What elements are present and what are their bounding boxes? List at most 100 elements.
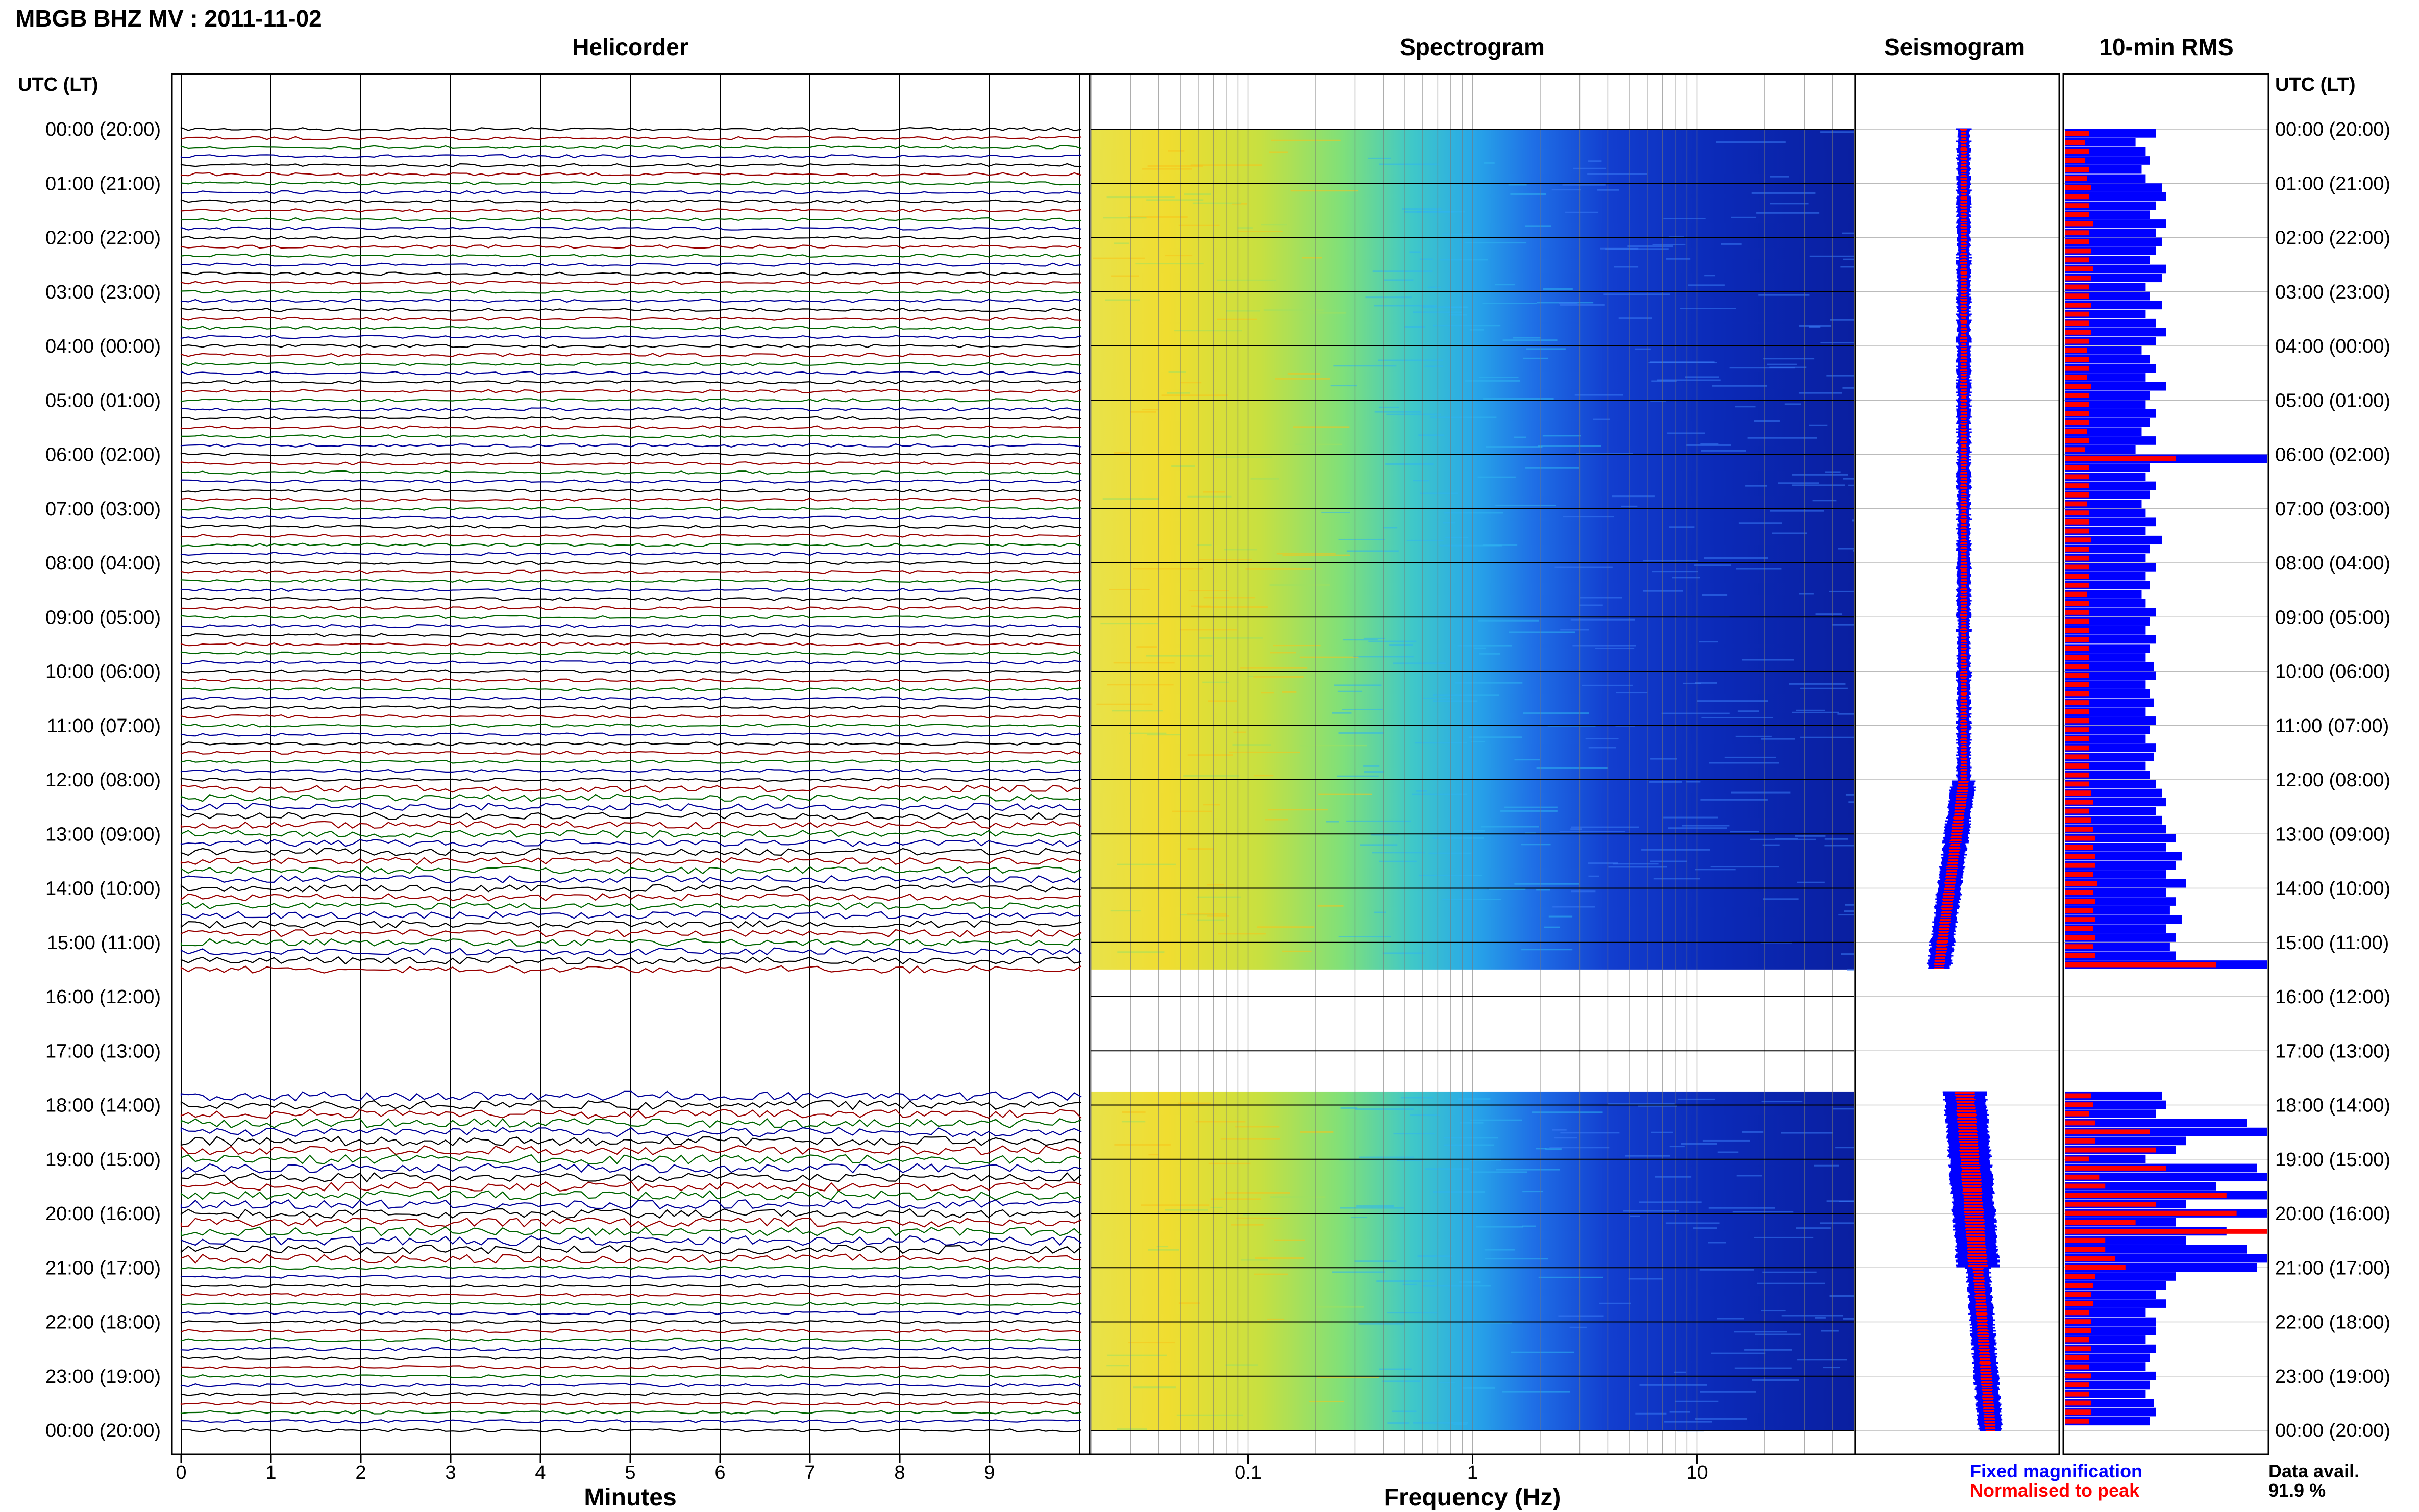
- spectrogram-streak: [1174, 330, 1242, 331]
- rms-bar-normalised: [2065, 746, 2089, 751]
- spectrogram-streak: [1300, 745, 1367, 746]
- spectrogram-tick-label: 10: [1686, 1462, 1708, 1483]
- spectrogram-streak: [1792, 474, 1848, 476]
- spectrogram-streak: [1109, 589, 1149, 590]
- spectrogram-streak: [1702, 594, 1727, 596]
- spectrogram-streak: [1708, 1242, 1726, 1243]
- spectrogram-streak: [1543, 435, 1581, 436]
- spectrogram-streak: [1589, 747, 1616, 748]
- spectrogram-streak: [1839, 1201, 1854, 1202]
- rms-bar-normalised: [2065, 1184, 2105, 1189]
- spectrogram-streak: [1112, 710, 1163, 711]
- spectrogram-streak: [1755, 1334, 1801, 1335]
- rms-bar-normalised: [2065, 673, 2089, 678]
- rms-bar-normalised: [2065, 1102, 2093, 1107]
- spectrogram-streak: [1282, 691, 1297, 693]
- spectrogram-streak: [1674, 1372, 1686, 1373]
- spectrogram-streak: [1203, 804, 1220, 805]
- spectrogram-streak: [1270, 584, 1330, 586]
- spectrogram-streak: [1558, 1315, 1603, 1317]
- spectrogram-streak: [1379, 1369, 1412, 1370]
- rms-bar-normalised: [2065, 773, 2089, 778]
- rms-bar-normalised: [2065, 456, 2176, 461]
- spectrogram-streak: [1525, 467, 1579, 469]
- spectrogram-streak: [1277, 553, 1336, 554]
- spectrogram-streak: [1455, 682, 1523, 684]
- spectrogram-streak: [1657, 379, 1720, 381]
- time-label-right: 00:00 (20:00): [2275, 1420, 2390, 1442]
- spectrogram-streak: [1752, 192, 1816, 194]
- rms-bar-normalised: [2065, 529, 2089, 534]
- time-label-left: 19:00 (15:00): [45, 1149, 161, 1171]
- spectrogram-streak: [1105, 299, 1140, 301]
- spectrogram-streak: [1816, 613, 1842, 615]
- spectrogram-streak: [1670, 1146, 1685, 1147]
- spectrogram-streak: [1241, 1259, 1268, 1261]
- spectrogram-streak: [1513, 337, 1541, 338]
- spectrogram-streak: [1582, 685, 1633, 686]
- spectrogram-streak: [1169, 371, 1186, 373]
- time-label-right: 10:00 (06:00): [2275, 661, 2390, 683]
- spectrogram-streak: [1848, 485, 1854, 486]
- rms-bar-normalised: [2065, 754, 2089, 759]
- spectrogram-streak: [1824, 845, 1854, 846]
- spectrogram-streak: [1716, 141, 1786, 143]
- spectrogram-streak: [1758, 294, 1809, 296]
- time-label-right: 12:00 (08:00): [2275, 770, 2390, 791]
- spectrogram-streak: [1253, 676, 1303, 678]
- spectrogram-streak: [1600, 248, 1638, 250]
- spectrogram-streak: [1208, 700, 1237, 702]
- rms-bar-normalised: [2065, 917, 2095, 922]
- spectrogram-streak: [1843, 478, 1854, 480]
- rms-bar-normalised: [2065, 1093, 2091, 1098]
- spectrogram-streak: [1303, 312, 1346, 314]
- spectrogram-streak: [1599, 1303, 1631, 1304]
- spectrogram-streak: [1552, 189, 1581, 190]
- spectrogram-streak: [1300, 1131, 1333, 1133]
- helicorder-tick-label: 3: [445, 1462, 456, 1483]
- rms-bar-normalised: [2065, 131, 2089, 136]
- spectrogram-streak: [1302, 257, 1322, 258]
- spectrogram-streak: [1440, 259, 1488, 260]
- spectrogram-streak: [1111, 910, 1141, 911]
- spectrogram-streak: [1509, 184, 1527, 185]
- time-label-right: 21:00 (17:00): [2275, 1257, 2390, 1279]
- spectrogram-streak: [1736, 568, 1781, 570]
- rms-bar-normalised: [2065, 1166, 2166, 1171]
- spectrogram-streak: [1485, 1258, 1548, 1259]
- rms-bar-normalised: [2065, 655, 2089, 660]
- rms-bar-normalised: [2065, 619, 2089, 624]
- spectrogram-streak: [1103, 217, 1146, 218]
- spectrogram-streak: [1580, 597, 1622, 598]
- spectrogram-streak: [1483, 398, 1553, 400]
- spectrogram-streak: [1351, 1217, 1367, 1218]
- spectrogram-streak: [1573, 168, 1607, 169]
- spectrogram-streak: [1537, 767, 1608, 769]
- spectrogram-tick-label: 0.1: [1235, 1462, 1262, 1483]
- spectrogram-streak: [1458, 1098, 1490, 1100]
- spectrogram-streak: [1146, 199, 1203, 201]
- spectrogram-streak: [1754, 420, 1780, 422]
- rms-bar-normalised: [2065, 1373, 2091, 1378]
- time-label-right: 04:00 (00:00): [2275, 336, 2390, 357]
- spectrogram-streak: [1560, 1132, 1619, 1133]
- rms-bar-normalised: [2065, 908, 2093, 913]
- spectrogram-streak: [1796, 710, 1825, 711]
- spectrogram-streak: [1420, 493, 1458, 494]
- spectrogram-streak: [1678, 1099, 1715, 1100]
- spectrogram-streak: [1177, 1415, 1243, 1416]
- spectrogram-streak: [1587, 173, 1647, 175]
- time-label-right: 13:00 (09:00): [2275, 824, 2390, 845]
- spectrogram-streak: [1375, 411, 1421, 413]
- spectrogram-streak: [1699, 641, 1718, 642]
- spectrogram-streak: [1413, 1422, 1468, 1424]
- rms-bar-normalised: [2065, 565, 2089, 570]
- spectrogram-streak: [1682, 825, 1729, 826]
- spectrogram-streak: [1374, 912, 1386, 913]
- rms-bar-normalised: [2065, 845, 2093, 850]
- rms-bar-normalised: [2065, 158, 2085, 163]
- spectrogram-streak: [1711, 866, 1779, 867]
- spectrogram-streak: [1560, 304, 1605, 306]
- rms-bar-normalised: [2065, 800, 2093, 805]
- time-label-right: 20:00 (16:00): [2275, 1203, 2390, 1225]
